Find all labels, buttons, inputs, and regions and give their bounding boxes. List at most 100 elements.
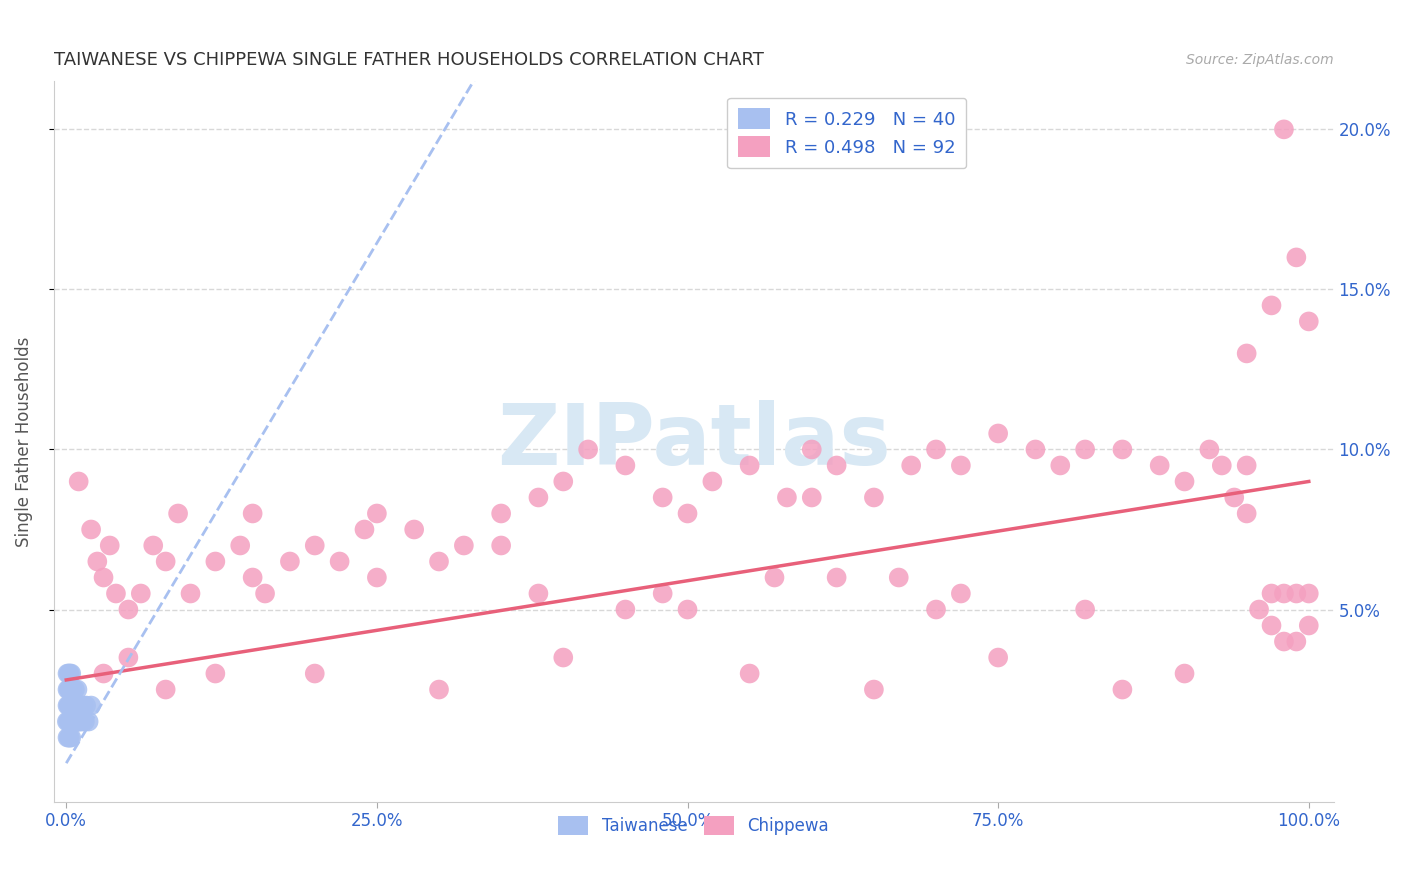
Point <box>527 491 550 505</box>
Point <box>62 698 84 713</box>
Point <box>489 539 512 553</box>
Point <box>63 682 86 697</box>
Text: Source: ZipAtlas.com: Source: ZipAtlas.com <box>1187 53 1334 67</box>
Point <box>56 714 79 729</box>
Point <box>72 698 94 713</box>
Point <box>800 442 823 457</box>
Point <box>1049 458 1071 473</box>
Point <box>1260 618 1282 632</box>
Point <box>1285 586 1308 600</box>
Point <box>58 698 80 713</box>
Point <box>676 602 699 616</box>
Point <box>155 682 177 697</box>
Point <box>987 426 1010 441</box>
Point <box>863 682 886 697</box>
Point <box>62 682 84 697</box>
Point <box>117 650 139 665</box>
Point <box>1260 586 1282 600</box>
Point <box>1024 442 1046 457</box>
Point <box>142 539 165 553</box>
Point <box>1173 666 1195 681</box>
Point <box>925 442 948 457</box>
Point <box>67 698 90 713</box>
Point <box>949 586 972 600</box>
Point <box>62 714 84 729</box>
Point <box>1285 251 1308 265</box>
Point <box>69 714 91 729</box>
Point <box>453 539 475 553</box>
Point <box>86 554 108 568</box>
Point <box>702 475 724 489</box>
Point <box>304 666 326 681</box>
Point <box>59 698 82 713</box>
Point <box>366 570 388 584</box>
Point <box>1298 618 1320 632</box>
Point <box>204 666 226 681</box>
Point <box>242 507 264 521</box>
Point <box>776 491 799 505</box>
Point <box>155 554 177 568</box>
Point <box>1074 442 1097 457</box>
Point <box>129 586 152 600</box>
Point <box>80 523 103 537</box>
Point <box>66 714 89 729</box>
Point <box>1111 442 1133 457</box>
Point <box>949 458 972 473</box>
Point <box>825 570 848 584</box>
Point <box>1272 122 1295 136</box>
Point <box>66 682 89 697</box>
Point <box>72 714 94 729</box>
Point <box>75 698 97 713</box>
Point <box>93 570 115 584</box>
Point <box>1236 346 1258 360</box>
Point <box>63 714 86 729</box>
Point <box>1074 602 1097 616</box>
Y-axis label: Single Father Households: Single Father Households <box>15 336 32 547</box>
Legend: Taiwanese, Chippewa: Taiwanese, Chippewa <box>550 808 838 844</box>
Point <box>900 458 922 473</box>
Point <box>65 698 87 713</box>
Point <box>1111 682 1133 697</box>
Point <box>863 491 886 505</box>
Point <box>404 523 426 537</box>
Point <box>278 554 301 568</box>
Point <box>98 539 121 553</box>
Point <box>1223 491 1246 505</box>
Point <box>56 682 79 697</box>
Point <box>58 731 80 745</box>
Point <box>676 507 699 521</box>
Point <box>60 698 83 713</box>
Point <box>987 650 1010 665</box>
Point <box>70 698 93 713</box>
Point <box>353 523 375 537</box>
Point <box>80 698 103 713</box>
Point <box>304 539 326 553</box>
Point <box>179 586 201 600</box>
Point <box>204 554 226 568</box>
Point <box>1298 586 1320 600</box>
Point <box>553 475 575 489</box>
Point <box>117 602 139 616</box>
Point <box>1198 442 1220 457</box>
Point <box>1272 586 1295 600</box>
Point <box>738 458 761 473</box>
Point <box>1298 314 1320 328</box>
Point <box>825 458 848 473</box>
Point <box>56 698 79 713</box>
Point <box>1260 298 1282 312</box>
Point <box>58 682 80 697</box>
Point <box>59 731 82 745</box>
Point <box>93 666 115 681</box>
Point <box>60 666 83 681</box>
Point <box>614 458 637 473</box>
Point <box>738 666 761 681</box>
Point <box>329 554 352 568</box>
Point <box>1285 634 1308 648</box>
Point <box>59 682 82 697</box>
Point <box>1272 634 1295 648</box>
Point <box>651 491 673 505</box>
Point <box>763 570 786 584</box>
Point <box>62 698 84 713</box>
Point <box>104 586 127 600</box>
Point <box>427 682 450 697</box>
